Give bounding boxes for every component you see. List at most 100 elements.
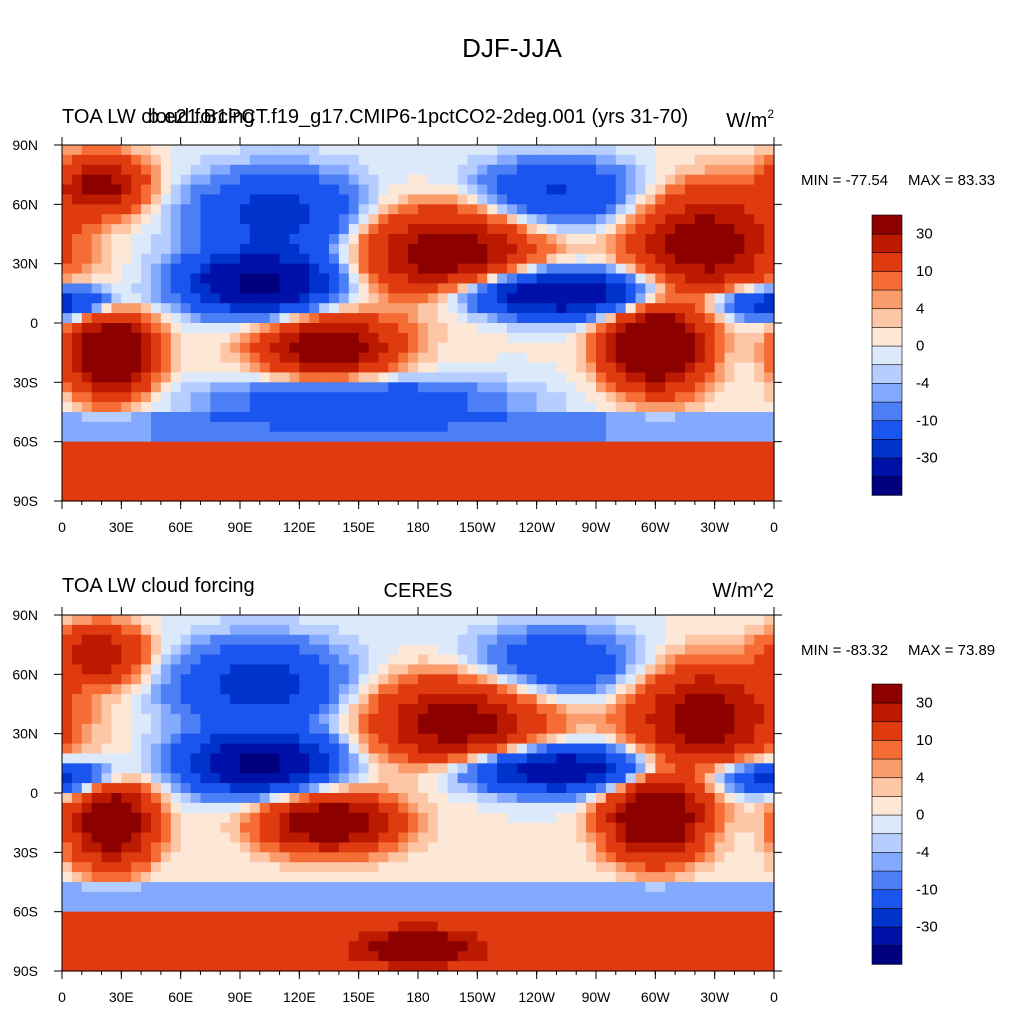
field-cell xyxy=(319,624,330,636)
field-cell xyxy=(309,224,320,235)
field-cell xyxy=(358,402,370,413)
field-cell xyxy=(190,372,202,383)
field-cell xyxy=(338,184,350,196)
field-cell xyxy=(151,911,162,923)
field-cell xyxy=(764,763,775,774)
field-cell xyxy=(724,842,736,853)
field-cell xyxy=(279,263,291,275)
field-cell xyxy=(427,911,439,923)
field-cell xyxy=(269,783,281,794)
field-cell xyxy=(596,154,607,166)
field-cell xyxy=(368,372,380,383)
field-cell xyxy=(249,812,261,824)
field-cell xyxy=(507,164,518,176)
field-cell xyxy=(299,293,310,304)
field-cell xyxy=(200,911,211,923)
field-cell xyxy=(170,723,182,735)
x-tick-label: 30E xyxy=(109,519,134,535)
field-cell xyxy=(516,342,528,354)
colorbar-box xyxy=(871,345,903,366)
field-cell xyxy=(131,891,142,903)
field-cell xyxy=(447,862,459,873)
field-cell xyxy=(586,832,597,844)
field-cell xyxy=(180,842,192,853)
field-cell xyxy=(467,753,478,764)
field-cell xyxy=(338,694,350,705)
field-cell xyxy=(358,392,370,403)
field-cell xyxy=(516,273,528,285)
field-cell xyxy=(437,184,449,196)
field-cell xyxy=(566,634,577,646)
field-cell xyxy=(378,293,389,304)
field-cell xyxy=(477,822,488,834)
y-tick-label: 30N xyxy=(12,256,38,272)
field-cell xyxy=(319,224,330,235)
field-cell xyxy=(71,313,83,324)
field-cell xyxy=(447,481,459,492)
field-cell xyxy=(704,145,716,156)
field-cell xyxy=(665,253,676,265)
field-cell xyxy=(418,451,429,463)
field-cell xyxy=(121,852,132,863)
field-cell xyxy=(764,842,775,853)
field-cell xyxy=(249,654,261,666)
field-cell xyxy=(210,674,221,685)
field-cell xyxy=(121,674,132,685)
field-cell xyxy=(81,822,93,834)
field-cell xyxy=(62,901,73,913)
field-cell xyxy=(309,773,320,784)
field-cell xyxy=(160,684,172,695)
field-cell xyxy=(467,461,478,472)
field-cell xyxy=(259,793,271,804)
field-cell xyxy=(62,763,73,774)
field-cell xyxy=(665,273,676,285)
field-cell xyxy=(71,263,83,275)
field-cell xyxy=(62,832,73,844)
field-cell xyxy=(566,723,577,735)
field-cell xyxy=(457,852,469,863)
field-cell xyxy=(536,624,548,636)
field-cell xyxy=(566,234,577,245)
field-cell xyxy=(210,832,221,844)
field-cell xyxy=(151,372,162,383)
field-cell xyxy=(368,921,380,933)
field-cell xyxy=(665,204,676,215)
field-cell xyxy=(497,214,508,225)
field-cell xyxy=(596,382,607,393)
field-cell xyxy=(655,362,666,374)
field-cell xyxy=(131,624,142,636)
field-cell xyxy=(71,842,83,853)
field-cell xyxy=(477,313,488,324)
field-cell xyxy=(358,372,370,383)
field-cell xyxy=(190,194,202,205)
field-cell xyxy=(625,743,637,755)
x-tick-label: 120E xyxy=(283,519,316,535)
field-cell xyxy=(615,882,627,893)
field-cell xyxy=(714,145,726,156)
field-cell xyxy=(596,842,607,853)
field-cell xyxy=(378,891,389,903)
field-cell xyxy=(418,234,429,245)
field-cell xyxy=(230,783,241,794)
field-cell xyxy=(101,174,113,186)
field-cell xyxy=(596,723,607,735)
field-cell xyxy=(200,773,211,784)
field-cell xyxy=(210,382,221,393)
field-cell xyxy=(170,293,182,304)
field-cell xyxy=(437,154,449,166)
field-cell xyxy=(408,362,419,374)
field-cell xyxy=(704,654,716,666)
field-cell xyxy=(131,392,142,403)
field-cell xyxy=(249,664,261,675)
field-cell xyxy=(91,471,103,482)
field-cell xyxy=(111,184,122,196)
field-cell xyxy=(319,773,330,784)
field-cell xyxy=(131,911,142,923)
field-cell xyxy=(467,234,478,245)
field-cell xyxy=(477,674,488,685)
field-cell xyxy=(556,382,567,393)
field-cell xyxy=(91,822,103,834)
field-cell xyxy=(141,461,152,472)
field-cell xyxy=(368,204,380,215)
field-cell xyxy=(259,273,271,285)
